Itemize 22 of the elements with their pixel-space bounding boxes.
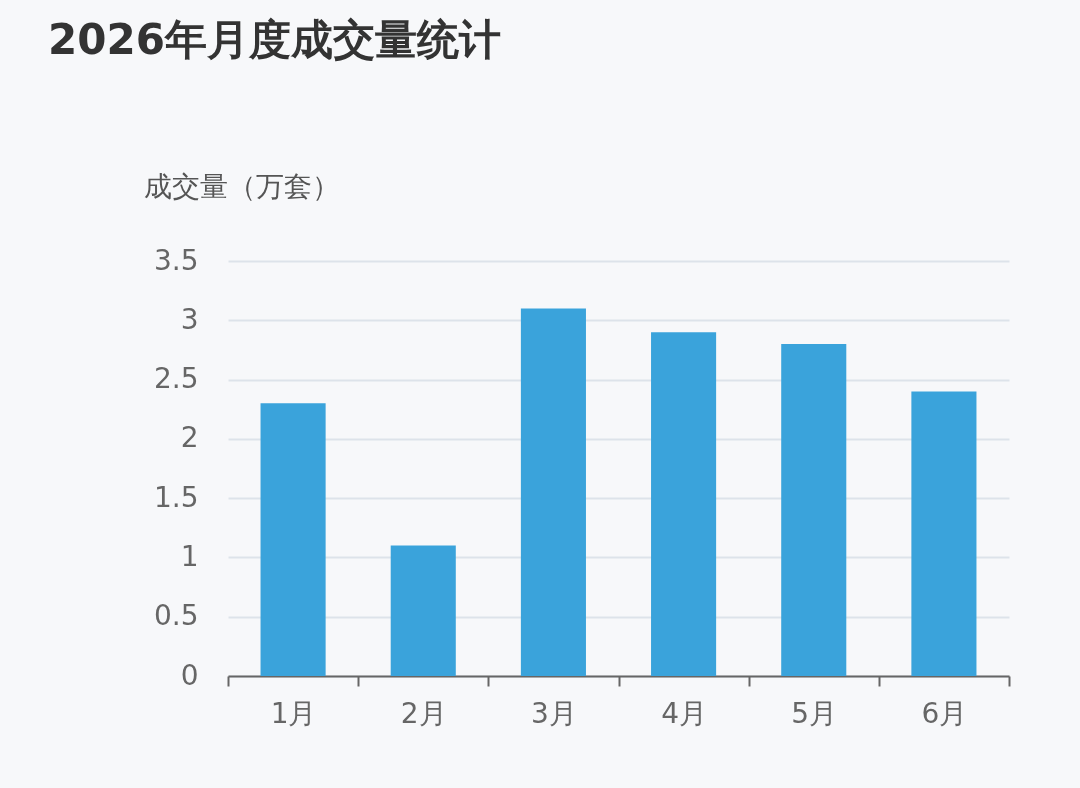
bar xyxy=(520,308,586,676)
bar xyxy=(260,403,326,676)
bar xyxy=(781,344,847,676)
y-tick-label: 0 xyxy=(180,658,199,692)
y-tick-label: 1.5 xyxy=(153,480,199,514)
bar xyxy=(390,545,456,676)
y-tick-label: 1 xyxy=(180,539,199,573)
x-tick-label: 3月 xyxy=(531,696,577,730)
y-tick-label: 2 xyxy=(180,421,199,455)
y-tick-label: 2.5 xyxy=(153,362,199,396)
x-tick-label: 4月 xyxy=(661,696,707,730)
y-axis-title: 成交量（万套） xyxy=(143,169,340,203)
bar xyxy=(651,332,717,676)
x-tick-label: 5月 xyxy=(791,696,838,730)
y-tick-label: 0.5 xyxy=(153,599,199,633)
y-tick-label: 3.5 xyxy=(153,243,199,277)
x-tick-label: 1月 xyxy=(270,696,317,730)
chart-title: 2026年月度成交量统计 xyxy=(48,15,501,64)
x-tick-label: 2月 xyxy=(400,696,447,730)
bar xyxy=(911,391,977,676)
y-tick-label: 3 xyxy=(180,302,199,336)
x-tick-label: 6月 xyxy=(921,696,968,730)
